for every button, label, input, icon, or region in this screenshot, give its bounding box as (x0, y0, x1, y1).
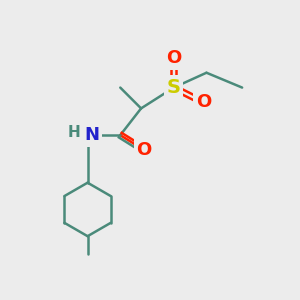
Text: H: H (68, 125, 81, 140)
Text: O: O (196, 93, 211, 111)
Text: S: S (167, 78, 181, 97)
Text: N: N (85, 126, 100, 144)
Text: O: O (166, 49, 182, 67)
Text: O: O (136, 141, 152, 159)
